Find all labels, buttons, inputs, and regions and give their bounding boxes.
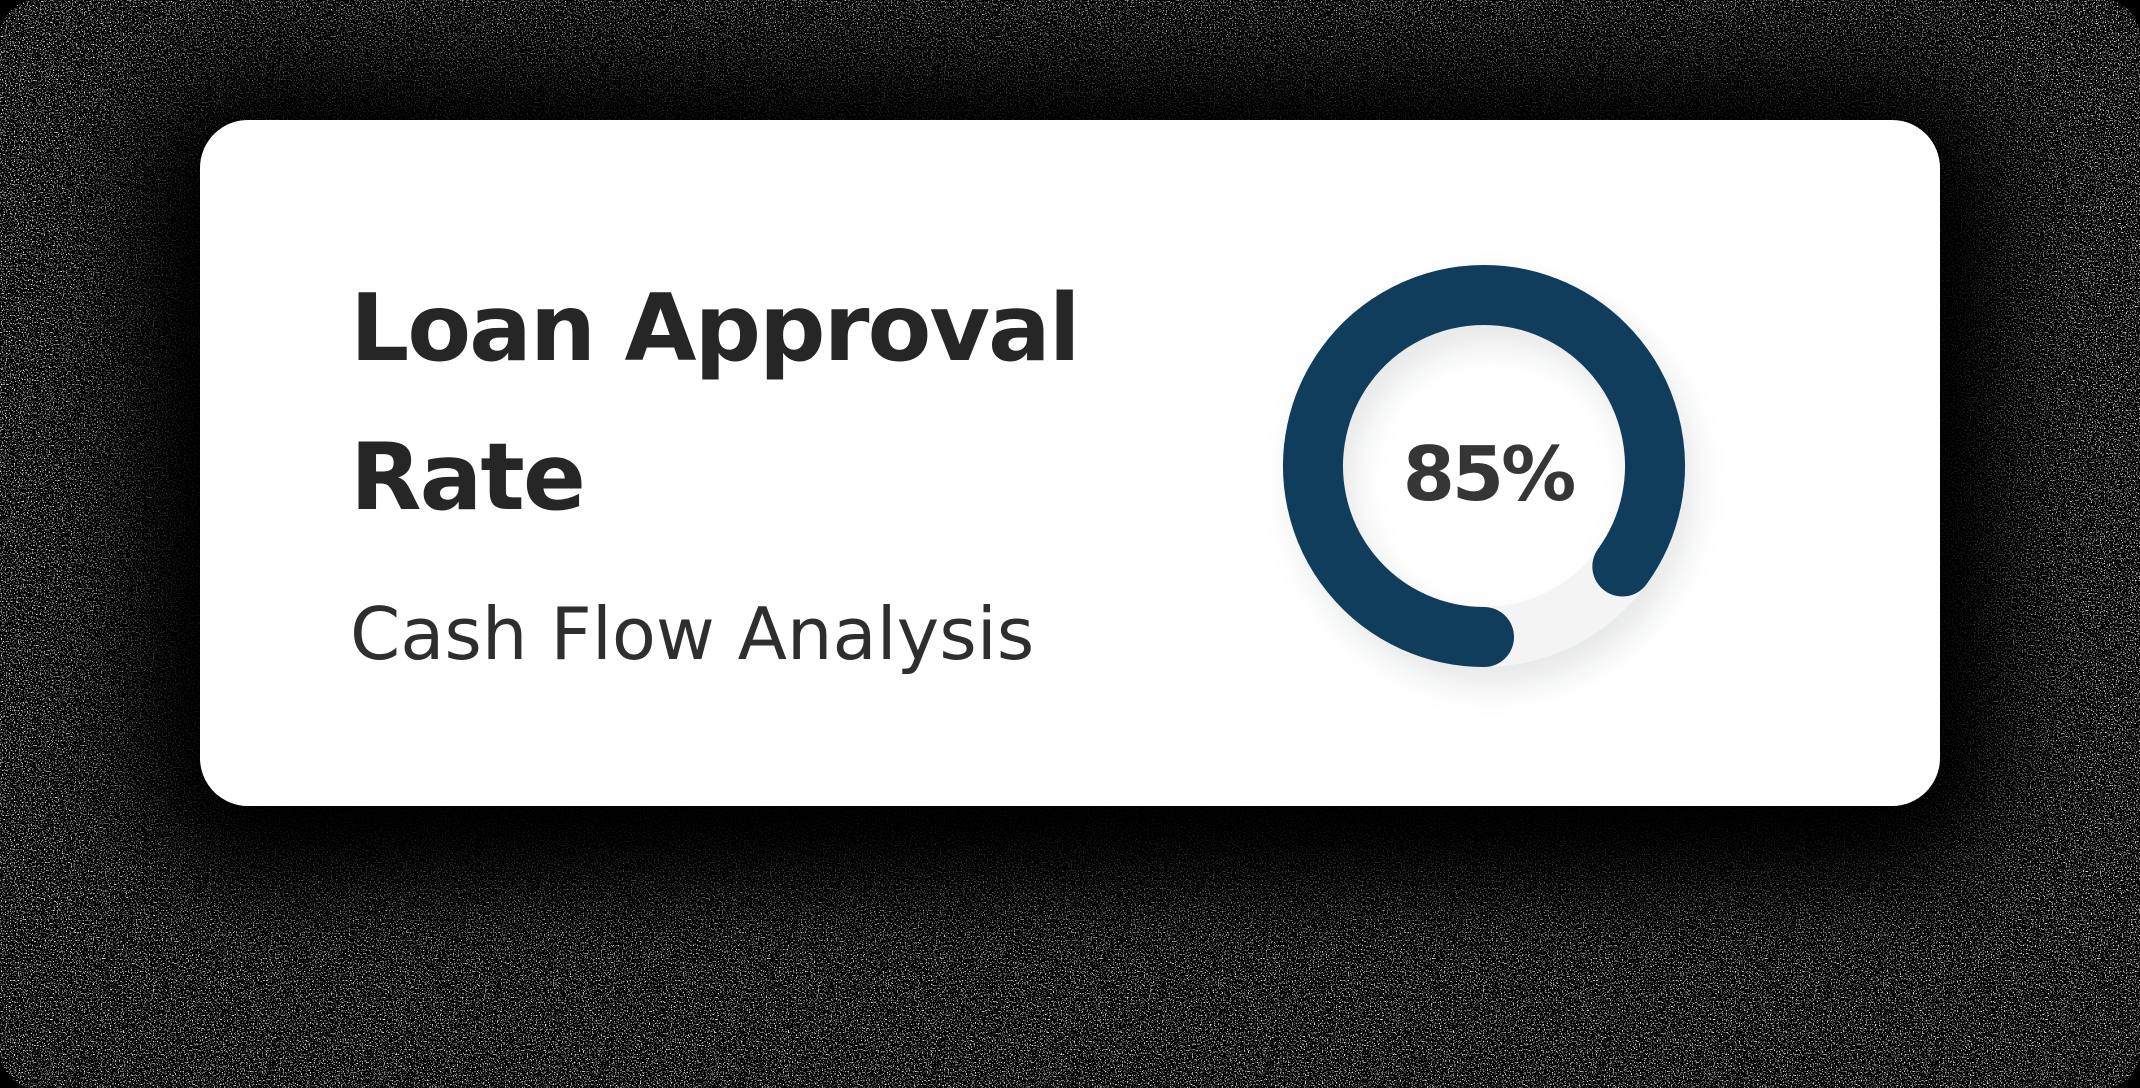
progress-ring-arc: [1283, 265, 1685, 667]
kpi-card: Loan Approval Rate Cash Flow Analysis 85…: [200, 120, 1940, 806]
card-title: Loan Approval Rate: [350, 274, 1081, 531]
card-subtitle: Cash Flow Analysis: [350, 591, 1035, 676]
card-text-block: Loan Approval Rate Cash Flow Analysis: [350, 254, 1210, 681]
progress-ring-svg: [1283, 265, 1685, 667]
progress-ring: 85%: [1274, 256, 1694, 676]
progress-value-label: 85%: [1402, 430, 1577, 518]
